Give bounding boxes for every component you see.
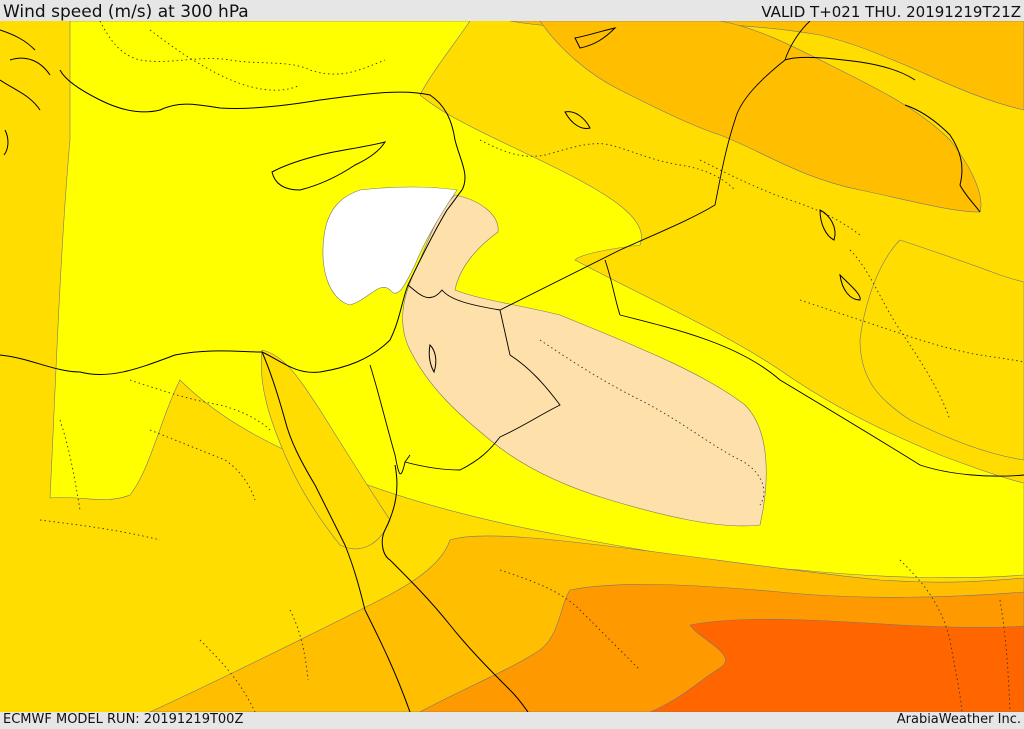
credit-label: ArabiaWeather Inc. [896,712,1021,727]
valid-time: VALID T+021 THU. 20191219T21Z [761,3,1021,21]
borders [369,21,1024,477]
chart-title: Wind speed (m/s) at 300 hPa [3,2,249,22]
wind-speed-map[interactable] [0,21,1024,712]
footer-bar: ECMWF MODEL RUN: 20191219T00Z ArabiaWeat… [0,712,1024,729]
wind-bands [0,21,1024,712]
band-gold-ne-inner [539,21,982,213]
coastlines [0,27,981,712]
band-gold-redsea [260,349,391,550]
header-bar: Wind speed (m/s) at 300 hPa VALID T+021 … [0,0,1024,22]
band-gold-east [859,239,1024,461]
band-peach [402,194,767,527]
band-white [322,186,458,306]
model-run-label: ECMWF MODEL RUN: 20191219T00Z [3,712,244,727]
map-canvas [0,21,1024,712]
provincial-boundaries [39,21,1024,712]
